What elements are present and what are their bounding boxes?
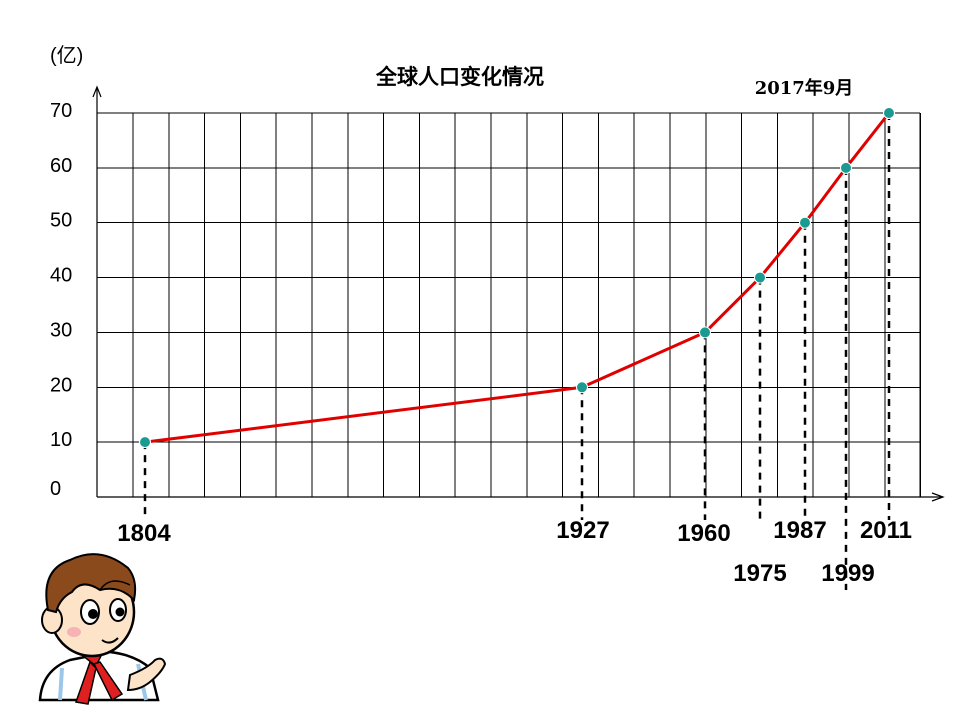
drop-lines [143,113,891,590]
data-point [754,271,766,284]
y-tick-label: 10 [50,429,72,451]
data-points [139,107,895,449]
y-tick-label: 0 [50,478,61,500]
x-tick-label: 2011 [860,517,912,544]
cartoon-boy-illustration [38,553,167,705]
y-tick-label: 60 [50,155,72,177]
date-annotation: 2017年9月 [755,77,854,99]
y-tick-label: 20 [50,374,72,396]
y-tick-label: 30 [50,319,72,341]
y-tick-label: 70 [50,100,72,122]
x-tick-label: 1999 [821,560,874,587]
data-point [699,326,711,339]
x-axis-arrow [931,492,945,502]
data-point [139,436,151,449]
data-point [840,161,852,174]
x-tick-label: 1987 [773,517,826,544]
data-point [576,381,588,394]
grid [97,112,922,497]
x-tick-label: 1804 [117,520,171,547]
data-point [799,216,811,229]
axes [92,85,945,502]
y-axis-unit-label: (亿) [50,44,83,67]
y-tick-label: 40 [50,265,72,287]
y-axis-ticks: 70 60 50 40 30 20 10 0 [50,100,72,500]
y-axis-arrow [92,85,102,98]
x-tick-label: 1927 [556,517,609,544]
x-tick-label: 1975 [733,560,786,587]
y-tick-label: 50 [50,210,72,232]
data-point [883,107,895,119]
x-tick-label: 1960 [677,520,730,547]
chart-title: 全球人口变化情况 [375,65,544,89]
